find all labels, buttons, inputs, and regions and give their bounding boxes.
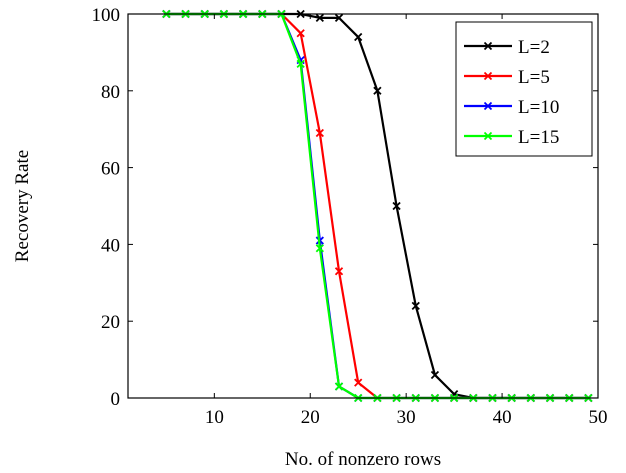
- legend-item-l-10: L=10: [464, 97, 559, 118]
- legend-swatch-marker: [483, 101, 493, 111]
- legend-item-l-2: L=2: [464, 37, 550, 58]
- axes-layer: [127, 13, 599, 399]
- series-l-5-point: [315, 128, 324, 138]
- series-l-2-point: [392, 201, 401, 211]
- legend-swatch-marker: [483, 41, 493, 51]
- legend-label: L=10: [518, 97, 559, 118]
- legend-label: L=2: [518, 37, 550, 58]
- y-tick-label: 0: [111, 389, 121, 410]
- series-l-2-point: [334, 13, 344, 22]
- series-l-5-point: [354, 378, 363, 387]
- legend-item-l-5: L=5: [464, 67, 550, 88]
- x-axis-label: No. of nonzero rows: [285, 449, 441, 470]
- y-tick-label: 40: [101, 235, 120, 256]
- x-tick-label: 10: [205, 407, 224, 428]
- series-l-15-point: [334, 382, 344, 391]
- y-tick-label: 80: [101, 82, 120, 103]
- y-axis-label: Recovery Rate: [12, 150, 33, 262]
- y-tick-label: 60: [101, 159, 120, 180]
- series-l-2-point: [411, 301, 420, 310]
- legend-label: L=15: [518, 127, 559, 148]
- legend-label: L=5: [518, 67, 550, 88]
- y-tick-label: 100: [92, 5, 121, 26]
- legend-item-l-15: L=15: [464, 127, 559, 148]
- series-l-15-point: [315, 244, 324, 253]
- series-l-5-point: [296, 29, 305, 38]
- x-tick-label: 20: [301, 407, 320, 428]
- series-l-2-point: [373, 86, 382, 95]
- plot-frame: [127, 13, 599, 399]
- x-tick-label: 40: [493, 407, 512, 428]
- legend-swatch-marker: [483, 131, 493, 141]
- legend: L=2 L=5 L=10 L=15: [455, 21, 593, 157]
- x-tick-label: 30: [397, 407, 416, 428]
- series-l-2-point: [315, 13, 324, 22]
- x-tick-label: 50: [589, 407, 608, 428]
- series-l-15-point: [296, 59, 305, 69]
- series-l-2-point: [430, 370, 440, 380]
- legend-box: [455, 21, 593, 157]
- y-tick-label: 20: [101, 312, 120, 333]
- legend-swatch-marker: [483, 71, 493, 81]
- series-l-2-point: [354, 32, 363, 42]
- ticks-layer: 10 20 30 40 50 0 20 40 60 80 100: [92, 5, 608, 428]
- series-l-5-point: [334, 267, 344, 276]
